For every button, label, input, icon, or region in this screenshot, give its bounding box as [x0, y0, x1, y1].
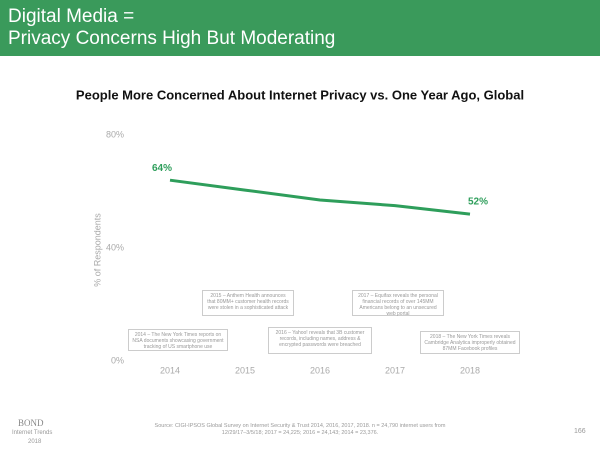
line	[169, 178, 471, 216]
x-tick-label: 2017	[385, 365, 405, 375]
y-tick-label: 0%	[111, 355, 124, 365]
x-tick-label: 2014	[160, 365, 180, 375]
y-tick-label: 40%	[106, 242, 124, 252]
x-tick-label: 2016	[310, 365, 330, 375]
x-tick-label: 2015	[235, 365, 255, 375]
y-tick-label: 80%	[106, 129, 124, 139]
brand-sub: 2018	[28, 439, 42, 445]
source: Source: CIGI-IPSOS Global Survey on Inte…	[154, 423, 446, 436]
slide-title: Digital Media =	[8, 6, 135, 27]
data-label: 64%	[152, 163, 172, 174]
brand-sub: Internet Trends	[12, 430, 53, 436]
slide-title: Privacy Concerns High But Moderating	[8, 28, 336, 49]
annotation: 2014 – The New York Times reports on NSA…	[128, 329, 228, 351]
data-label: 52%	[468, 197, 488, 208]
annotation: 2015 – Anthem Health announces that 80MM…	[202, 290, 294, 316]
header-band: Digital Media = Privacy Concerns High Bu…	[0, 0, 600, 56]
y-axis-label: % of Respondents	[92, 213, 102, 287]
annotation: 2017 – Equifax reveals the personal fina…	[352, 290, 444, 317]
annotation: 2016 – Yahoo! reveals that 3B customer r…	[268, 327, 372, 354]
page-number: 166	[574, 428, 586, 435]
brand: BOND	[18, 418, 44, 428]
chart-title: People More Concerned About Internet Pri…	[76, 87, 524, 102]
annotation: 2018 – The New York Times reveals Cambri…	[420, 331, 520, 354]
x-tick-label: 2018	[460, 365, 480, 375]
